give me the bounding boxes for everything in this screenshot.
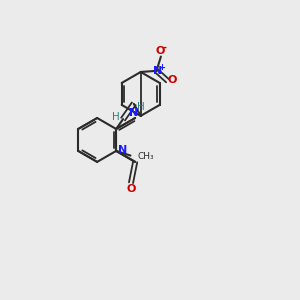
Text: O: O [168,75,177,85]
Text: N: N [118,146,127,155]
Text: N: N [153,66,162,76]
Text: +: + [158,63,165,72]
Text: H: H [137,102,145,112]
Text: O: O [126,184,136,194]
Text: N: N [129,108,139,118]
Text: -: - [163,42,167,52]
Text: H: H [112,112,120,122]
Text: CH₃: CH₃ [137,152,154,160]
Text: O: O [156,46,165,56]
